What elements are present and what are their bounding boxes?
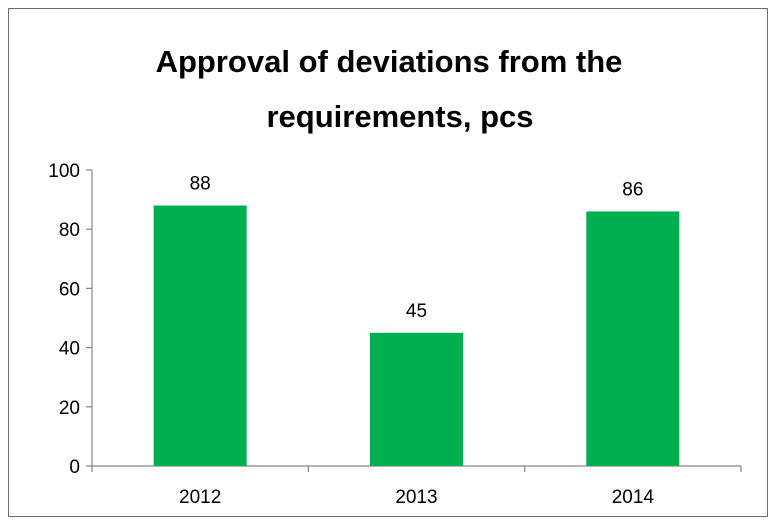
y-tick-label: 0: [69, 457, 80, 478]
x-tick-label-2013: 2013: [395, 487, 437, 508]
bar-2013: [369, 332, 464, 466]
x-tick-label-2012: 2012: [179, 487, 221, 508]
labels: 0 20 40 60 80 100 88 2012 45 2013 86 2014: [48, 161, 654, 508]
y-tick-label: 80: [59, 220, 80, 241]
bars: [153, 205, 680, 466]
y-tick-label: 60: [59, 279, 80, 300]
y-tick-label: 20: [59, 398, 80, 419]
chart-title-line-1: Approval of deviations from the: [156, 44, 623, 79]
data-label-2013: 45: [406, 301, 427, 322]
data-label-2012: 88: [190, 174, 211, 195]
y-tick-label: 40: [59, 339, 80, 360]
bar-2012: [153, 205, 247, 466]
y-tick-label: 100: [48, 161, 80, 182]
data-label-2014: 86: [622, 179, 643, 200]
chart-title-line-2: requirements, pcs: [266, 99, 533, 134]
x-tick-label-2014: 2014: [612, 487, 655, 508]
bar-2014: [586, 211, 680, 466]
